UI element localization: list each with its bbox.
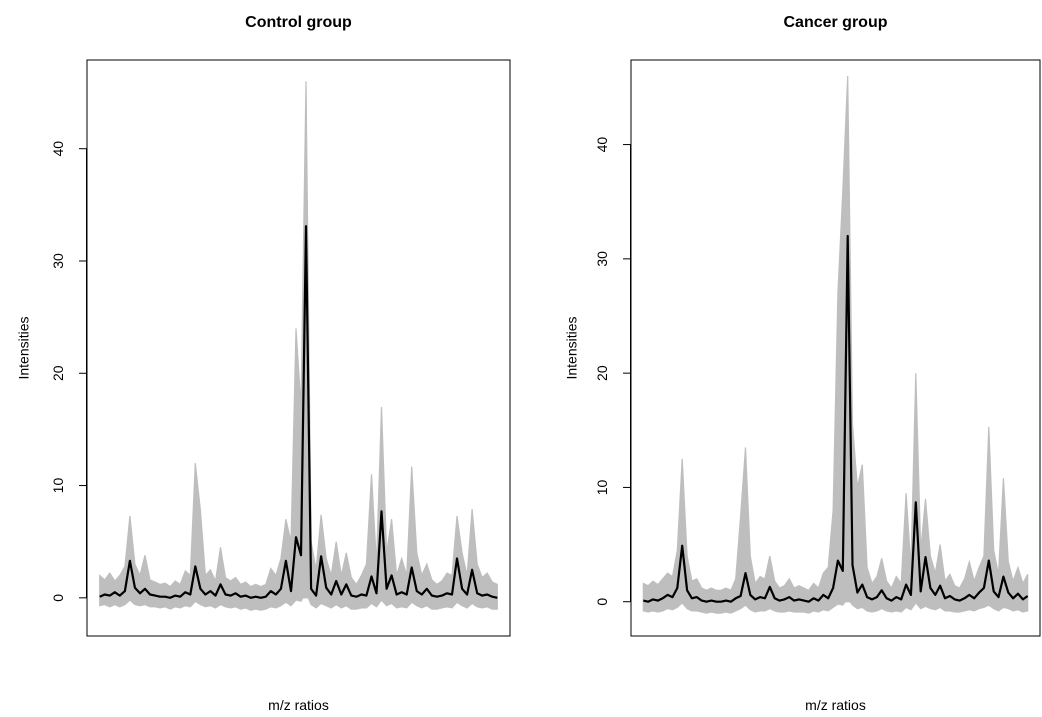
plot-frame bbox=[630, 59, 1041, 637]
y-tick-label: 40 bbox=[594, 137, 610, 153]
y-tick-label: 30 bbox=[50, 253, 66, 269]
y-tick-label: 10 bbox=[594, 479, 610, 495]
y-axis-label: Intensities bbox=[563, 316, 579, 379]
y-tick-label: 30 bbox=[594, 251, 610, 267]
y-tick-label: 20 bbox=[594, 365, 610, 381]
y-tick-label: 40 bbox=[50, 141, 66, 157]
y-tick-label: 20 bbox=[50, 365, 66, 381]
mean-spectrum bbox=[643, 234, 1029, 603]
spectra-envelope bbox=[99, 81, 498, 599]
y-tick-label: 10 bbox=[50, 478, 66, 494]
y-tick-label: 0 bbox=[594, 598, 610, 606]
plot-frame bbox=[86, 59, 511, 637]
spectra-envelope bbox=[642, 597, 1029, 614]
y-tick-label: 0 bbox=[50, 594, 66, 602]
spectra-envelope bbox=[642, 75, 1029, 603]
mean-spectrum bbox=[99, 225, 498, 599]
chart-title: Cancer group bbox=[783, 14, 887, 31]
chart-title: Control group bbox=[245, 14, 352, 31]
x-axis-label: m/z ratios bbox=[805, 697, 866, 713]
spectra-envelope bbox=[99, 590, 498, 611]
y-axis-label: Intensities bbox=[15, 316, 31, 379]
x-axis-label: m/z ratios bbox=[268, 697, 329, 713]
